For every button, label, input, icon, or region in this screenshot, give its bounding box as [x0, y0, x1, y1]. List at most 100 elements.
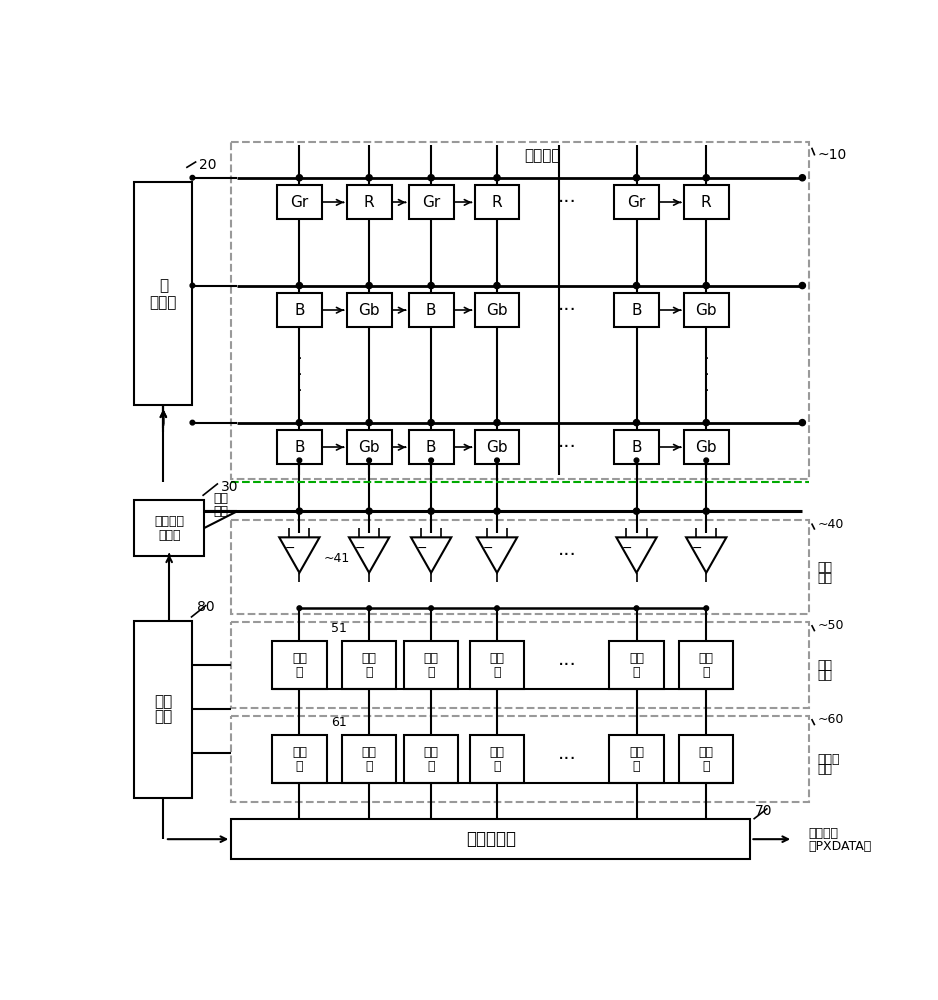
- Circle shape: [634, 458, 639, 463]
- Text: −: −: [483, 541, 493, 554]
- Bar: [134, 182, 192, 405]
- Text: 器: 器: [428, 666, 435, 679]
- Text: −: −: [692, 541, 703, 554]
- Bar: [409, 293, 454, 327]
- Circle shape: [297, 458, 302, 463]
- Text: Gb: Gb: [486, 440, 507, 455]
- Circle shape: [428, 508, 434, 514]
- Text: 单元: 单元: [154, 709, 173, 724]
- Text: −: −: [416, 541, 428, 554]
- Text: 存储: 存储: [629, 746, 644, 759]
- Text: 计数: 计数: [424, 652, 439, 666]
- Text: 器: 器: [366, 760, 373, 773]
- Text: −: −: [285, 541, 295, 554]
- Text: 计数: 计数: [699, 652, 714, 666]
- Text: 单元: 单元: [818, 669, 833, 682]
- Bar: [475, 293, 520, 327]
- Bar: [614, 293, 659, 327]
- Text: 30: 30: [221, 480, 238, 494]
- Circle shape: [494, 458, 499, 463]
- Text: 存储: 存储: [424, 746, 439, 759]
- Circle shape: [367, 606, 371, 610]
- Circle shape: [633, 508, 640, 514]
- Bar: [470, 641, 524, 689]
- Text: 像素数据: 像素数据: [809, 827, 839, 840]
- Text: 70: 70: [755, 804, 773, 818]
- Bar: [684, 185, 729, 219]
- Text: Gb: Gb: [358, 303, 380, 318]
- Circle shape: [429, 458, 433, 463]
- Bar: [409, 185, 454, 219]
- Circle shape: [429, 606, 433, 610]
- Bar: [684, 293, 729, 327]
- Circle shape: [190, 175, 195, 180]
- Text: 51: 51: [331, 622, 347, 635]
- Text: 存储: 存储: [490, 746, 505, 759]
- Bar: [272, 641, 326, 689]
- Circle shape: [634, 606, 639, 610]
- Text: （PXDATA）: （PXDATA）: [809, 840, 871, 853]
- Text: 器: 器: [703, 666, 710, 679]
- Text: ~40: ~40: [818, 518, 844, 531]
- Polygon shape: [280, 537, 320, 573]
- Bar: [475, 430, 520, 464]
- Circle shape: [799, 420, 806, 426]
- Circle shape: [704, 458, 708, 463]
- Text: ·
·
·: · · ·: [297, 352, 301, 398]
- Text: B: B: [426, 440, 436, 455]
- Text: ·
·
·: · · ·: [634, 352, 639, 398]
- Text: 器: 器: [703, 760, 710, 773]
- Text: 器: 器: [428, 760, 435, 773]
- Circle shape: [494, 282, 500, 289]
- Text: B: B: [426, 303, 436, 318]
- Text: 像素阵列: 像素阵列: [524, 148, 561, 163]
- Text: R: R: [701, 195, 712, 210]
- Circle shape: [296, 420, 302, 426]
- Bar: [277, 430, 322, 464]
- Text: 斜坡信号: 斜坡信号: [154, 515, 184, 528]
- Circle shape: [296, 175, 302, 181]
- Circle shape: [633, 282, 640, 289]
- Text: 列读出电路: 列读出电路: [466, 830, 516, 848]
- Circle shape: [296, 282, 302, 289]
- Bar: [404, 641, 459, 689]
- Bar: [409, 430, 454, 464]
- Text: ~10: ~10: [818, 148, 847, 162]
- Circle shape: [494, 606, 499, 610]
- Bar: [610, 641, 663, 689]
- Bar: [342, 641, 396, 689]
- Text: 80: 80: [197, 600, 215, 614]
- Text: 器: 器: [633, 760, 641, 773]
- Text: 存储: 存储: [292, 746, 307, 759]
- Text: 比较: 比较: [818, 561, 833, 574]
- Circle shape: [704, 420, 709, 426]
- Bar: [679, 735, 734, 783]
- Circle shape: [428, 420, 434, 426]
- Bar: [134, 500, 204, 556]
- Circle shape: [190, 420, 195, 425]
- Text: ~60: ~60: [818, 713, 844, 726]
- Text: ~41: ~41: [324, 552, 350, 565]
- Circle shape: [633, 420, 640, 426]
- Bar: [277, 293, 322, 327]
- Text: 单元: 单元: [818, 572, 833, 585]
- Text: ~50: ~50: [818, 619, 844, 632]
- Bar: [342, 735, 396, 783]
- Text: ···: ···: [557, 438, 576, 457]
- Circle shape: [633, 175, 640, 181]
- Circle shape: [799, 175, 806, 181]
- Circle shape: [367, 458, 371, 463]
- Text: ···: ···: [557, 193, 576, 212]
- Text: R: R: [364, 195, 374, 210]
- Bar: [347, 430, 391, 464]
- Bar: [614, 430, 659, 464]
- Text: −: −: [355, 541, 365, 554]
- Text: 发生器: 发生器: [158, 529, 180, 542]
- Bar: [610, 735, 663, 783]
- Text: ·
·
·: · · ·: [429, 352, 433, 398]
- Text: Gb: Gb: [695, 303, 717, 318]
- Text: 计数: 计数: [490, 652, 505, 666]
- Circle shape: [704, 282, 709, 289]
- Text: ···: ···: [557, 750, 576, 769]
- Bar: [684, 430, 729, 464]
